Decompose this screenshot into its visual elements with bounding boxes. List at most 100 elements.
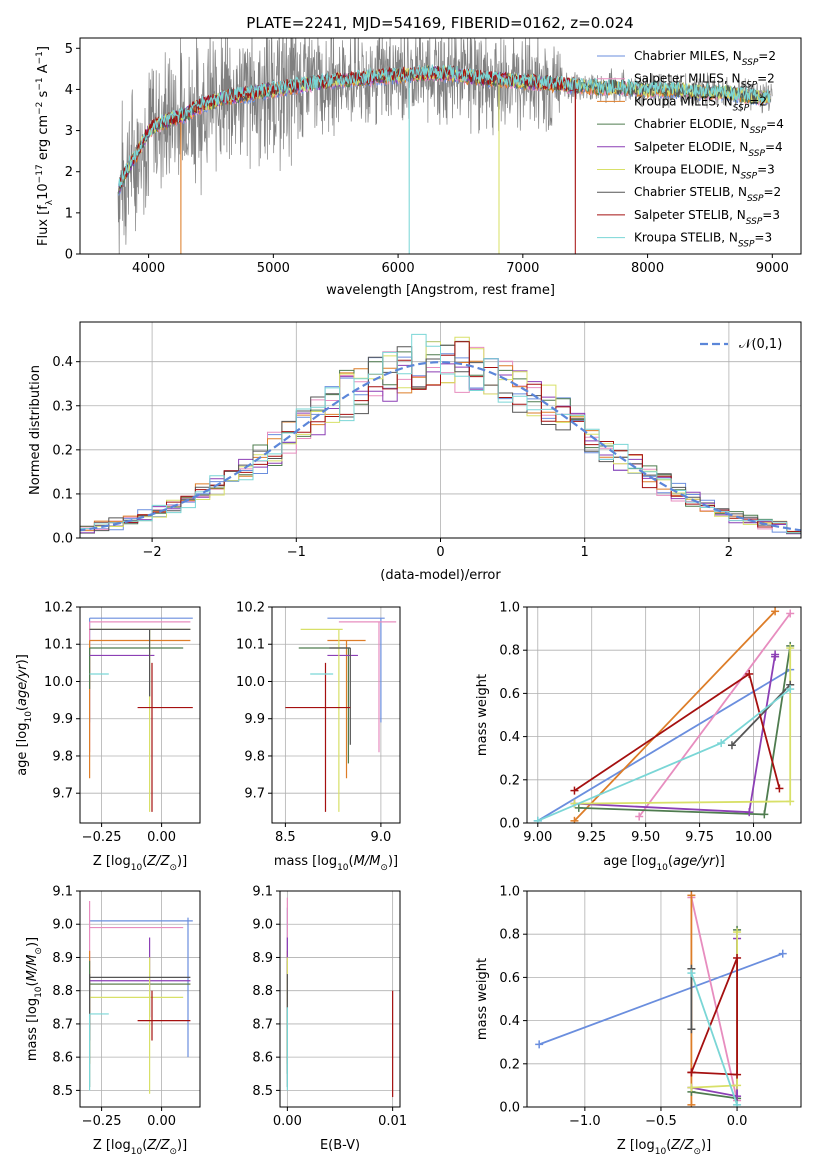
axes-frame [79,606,201,824]
y-tick-label: 9.7 [244,787,265,802]
y-tick-label: 8.7 [52,1017,73,1032]
y-tick-label: 4 [65,83,73,98]
weight-line-5 [691,932,738,1089]
x-tick-label: 5000 [257,261,290,276]
x-axis-label: Z [log10(Z/Z⊙)] [93,1138,187,1157]
y-tick-label: 0.4 [52,355,73,370]
weight-line-8 [690,972,738,1106]
plot-area [285,617,397,812]
x-tick-label: 9.50 [631,830,660,845]
y-tick-label: 0.0 [499,817,520,832]
y-tick-label: 1 [65,206,73,221]
weight-line-1 [638,612,791,818]
y-tick-label: 9.9 [52,712,73,727]
y-tick-label: 9.0 [252,918,273,933]
x-tick-label: 4000 [132,261,165,276]
figure-title: PLATE=2241, MJD=54169, FIBERID=0162, z=0… [246,14,633,32]
y-tick-label: 0.0 [52,532,73,547]
legend: Chabrier MILES, NSSP=2 Salpeter MILES, NS… [597,49,784,250]
x-tick-label: −2 [143,545,162,560]
y-tick-label: 0.2 [499,1057,520,1072]
x-tick-label: 8.5 [275,830,296,845]
weight-line-0 [537,668,791,822]
legend-entry: 𝒩(0,1) [739,337,782,352]
y-tick-label: 8.6 [252,1051,273,1066]
y-tick-label: 9.1 [252,885,273,900]
legend: 𝒩(0,1) [700,337,782,352]
axes-frame [526,606,802,824]
y-tick-label: 10.0 [236,675,265,690]
x-tick-label: 6000 [382,261,415,276]
legend-entry: Chabrier MILES, NSSP=2 [634,49,776,68]
x-axis-label: Z [log10(Z/Z⊙)] [93,854,187,873]
axes-frame [79,37,802,255]
weight-line-7 [690,957,738,1076]
y-tick-label: 9.8 [244,749,265,764]
axes: −0.25 0.00 9.7 9.8 9.9 10.0 10.1 10.2 Z [log10(Z… [15,601,201,873]
y-tick-label: 0.4 [499,1014,520,1029]
y-tick-label: 9.0 [52,918,73,933]
histogram-step-8 [80,333,801,534]
y-tick-label: 2 [65,165,73,180]
weight-line-1 [690,897,738,1101]
y-tick-label: 0.6 [499,971,520,986]
plot-area [80,333,801,535]
y-tick-label: 8.6 [52,1051,73,1066]
y-tick-label: 0.8 [499,644,520,659]
y-tick-label: 8.5 [52,1084,73,1099]
plot-area [117,38,773,254]
y-tick-label: 3 [65,124,73,139]
legend-entry: Kroupa ELODIE, NSSP=3 [634,163,775,182]
x-tick-label: 0.01 [378,1114,407,1129]
axes-frame [279,890,401,1108]
x-tick-label: 9000 [756,261,789,276]
x-axis-label: (data-model)/error [380,568,501,583]
axes: 0.00 0.01 8.5 8.6 8.7 8.8 8.9 9.0 9.1 E(B-V) [252,885,407,1154]
weight-line-6 [731,684,791,746]
y-tick-label: 9.1 [52,885,73,900]
weight-line-7 [574,672,781,792]
axes: −1.0 −0.5 0.0 0.0 0.2 0.4 0.6 0.8 1.0 Z [log10(Z/… [475,885,802,1157]
y-tick-label: 0.6 [499,687,520,702]
axes-frame [526,890,802,1108]
y-tick-label: 8.8 [52,984,73,999]
y-tick-label: 8.9 [52,951,73,966]
axes: −2 −1 0 1 2 0.0 0.1 0.2 0.3 0.4 (data-model)/error… [28,321,802,583]
x-tick-label: −0.5 [645,1114,677,1129]
axes: −0.25 0.00 8.5 8.6 8.7 8.8 8.9 9.0 9.1 Z [log10(Z… [25,885,201,1157]
y-tick-label: 0.2 [499,773,520,788]
weight-line-2 [573,610,776,822]
y-tick-label: 0 [65,248,73,263]
x-axis-label: Z [log10(Z/Z⊙)] [617,1138,711,1157]
y-tick-label: 8.7 [252,1017,273,1032]
x-tick-label: 0 [436,545,444,560]
legend-entry: Chabrier ELODIE, NSSP=4 [634,117,784,136]
y-tick-label: 0.2 [52,443,73,458]
y-tick-label: 8.8 [252,984,273,999]
plot-area [286,897,394,1098]
y-tick-label: 1.0 [499,885,520,900]
x-tick-label: 9.0 [371,830,392,845]
axes: 9.00 9.25 9.50 9.75 10.00 0.0 0.2 0.4 0.6 0.8 1.0 a… [475,601,802,873]
y-axis-label: Normed distribution [28,365,43,495]
legend-entry: Salpeter STELIB, NSSP=3 [634,208,780,227]
observed-spectrum [117,38,773,254]
x-tick-label: 10.00 [735,830,772,845]
legend-entry: Salpeter MILES, NSSP=2 [634,72,775,91]
x-axis-label: mass [log10(M/M⊙)] [274,854,398,873]
plot-area [88,900,193,1094]
x-tick-label: −0.25 [82,830,122,845]
legend-entry: Kroupa MILES, NSSP=2 [634,94,767,113]
plot-area [535,891,787,1107]
y-axis-label: mass weight [475,958,490,1040]
axes: 4000 5000 6000 7000 8000 9000 0 1 2 3 4 5 wavelength… [35,37,802,298]
axes-frame [271,606,401,824]
y-axis-label: age [log10(age/yr)] [15,654,34,776]
x-tick-label: 0.00 [147,1114,176,1129]
y-tick-label: 9.7 [52,787,73,802]
x-tick-label: 7000 [506,261,539,276]
x-tick-label: 2 [725,545,733,560]
y-tick-label: 9.8 [52,749,73,764]
y-tick-label: 10.0 [44,675,73,690]
legend-entry: Kroupa STELIB, NSSP=3 [634,231,772,250]
